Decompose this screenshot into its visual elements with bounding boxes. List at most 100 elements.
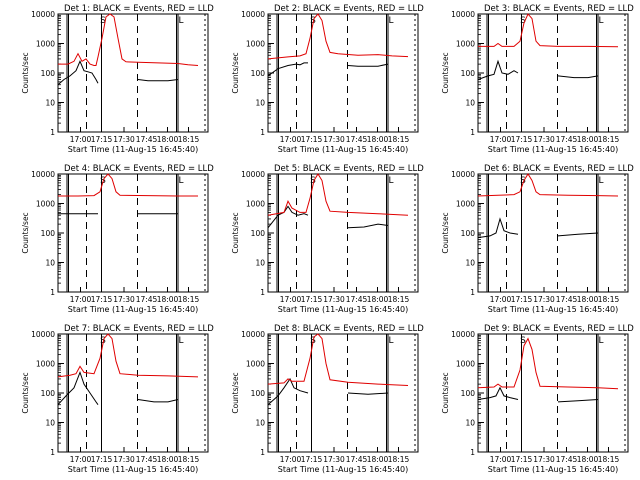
plot-frame: [57, 333, 209, 453]
x-tick-label: 17:30: [323, 295, 345, 304]
plot-frame: [267, 333, 419, 453]
y-tick-label: 10000: [241, 170, 265, 179]
x-axis-label: Start Time (11-Aug-15 16:45:40): [68, 305, 199, 314]
x-tick-label: 17:15: [301, 295, 323, 304]
x-tick-label: 18:15: [388, 295, 410, 304]
y-tick-label: 100: [461, 229, 476, 238]
y-tick-label: 1: [260, 448, 265, 457]
state-marker-l: L: [388, 16, 393, 26]
x-axis-label: Start Time (11-Aug-15 16:45:40): [68, 145, 199, 154]
y-tick-label: 1: [470, 128, 475, 137]
x-tick-label: 17:00: [490, 295, 512, 304]
y-tick-label: 1: [50, 448, 55, 457]
series-lld: [58, 173, 198, 197]
x-tick-label: 17:45: [346, 135, 368, 144]
series-lld: [267, 333, 409, 386]
state-marker-s: S: [520, 336, 526, 346]
panel-title: Det 4: BLACK = Events, RED = LLD: [64, 164, 214, 174]
y-tick-label: 1000: [246, 200, 265, 209]
y-axis-label: Counts/sec: [21, 212, 30, 253]
panel-det-1: Det 1: BLACK = Events, RED = LLD 1 10 100 10…: [21, 4, 214, 154]
x-tick-label: 17:45: [556, 135, 578, 144]
x-tick-label: 17:30: [533, 295, 555, 304]
series-lld: [267, 13, 409, 60]
x-tick-label: 17:30: [323, 455, 345, 464]
plot-frame: [267, 173, 419, 293]
x-tick-label: 17:45: [346, 295, 368, 304]
panel-det-3: Det 3: BLACK = Events, RED = LLD 1 10 100 10…: [441, 4, 634, 154]
y-tick-label: 10: [255, 99, 265, 108]
y-tick-label: 10000: [31, 170, 55, 179]
series-events: [57, 60, 179, 86]
y-tick-label: 10000: [451, 170, 475, 179]
panel-title: Det 2: BLACK = Events, RED = LLD: [274, 4, 424, 14]
y-tick-label: 1: [470, 288, 475, 297]
state-marker-l: L: [388, 176, 393, 186]
y-tick-label: 1: [260, 288, 265, 297]
x-tick-label: 17:15: [91, 135, 113, 144]
x-tick-label: 18:00: [367, 135, 389, 144]
y-tick-label: 10000: [241, 330, 265, 339]
series-events: [267, 62, 389, 77]
x-tick-label: 18:00: [577, 295, 599, 304]
x-tick-label: 18:00: [157, 295, 179, 304]
panel-title: Det 1: BLACK = Events, RED = LLD: [64, 4, 214, 14]
series-lld: [477, 337, 619, 390]
y-tick-label: 100: [41, 69, 56, 78]
x-tick-label: 18:00: [367, 455, 389, 464]
y-tick-label: 10: [465, 259, 475, 268]
x-tick-label: 17:30: [113, 135, 135, 144]
y-tick-label: 10: [45, 99, 55, 108]
plot-frame: [477, 173, 629, 293]
series-events: [477, 386, 599, 403]
state-marker-l: L: [178, 16, 183, 26]
y-axis-label: Counts/sec: [441, 212, 450, 253]
x-axis-label: Start Time (11-Aug-15 16:45:40): [278, 465, 409, 474]
panel-title: Det 7: BLACK = Events, RED = LLD: [64, 324, 214, 334]
series-events: [267, 377, 389, 406]
x-axis-label: Start Time (11-Aug-15 16:45:40): [488, 145, 619, 154]
y-tick-label: 1: [50, 128, 55, 137]
x-tick-label: 17:30: [113, 455, 135, 464]
state-marker-l: L: [178, 176, 183, 186]
y-tick-label: 100: [251, 69, 266, 78]
y-tick-label: 100: [251, 389, 266, 398]
y-tick-label: 1000: [36, 360, 55, 369]
y-tick-label: 100: [461, 389, 476, 398]
panel-title: Det 3: BLACK = Events, RED = LLD: [484, 4, 634, 14]
x-tick-label: 17:45: [556, 455, 578, 464]
state-marker-l: L: [598, 176, 603, 186]
x-tick-label: 17:15: [91, 455, 113, 464]
x-tick-label: 18:15: [388, 455, 410, 464]
x-tick-label: 17:15: [511, 455, 533, 464]
x-tick-label: 18:15: [178, 455, 200, 464]
y-tick-label: 100: [41, 229, 56, 238]
y-tick-label: 1000: [246, 40, 265, 49]
panel-title: Det 6: BLACK = Events, RED = LLD: [484, 164, 634, 174]
x-tick-label: 18:15: [598, 135, 620, 144]
y-tick-label: 1000: [456, 200, 475, 209]
y-tick-label: 10000: [31, 330, 55, 339]
plot-frame: [267, 13, 419, 133]
x-tick-label: 17:30: [323, 135, 345, 144]
y-axis-label: Counts/sec: [441, 372, 450, 413]
state-marker-s: S: [310, 176, 316, 186]
panel-det-2: Det 2: BLACK = Events, RED = LLD 1 10 100 10…: [231, 4, 424, 154]
x-tick-label: 17:15: [511, 135, 533, 144]
series-events: [477, 59, 599, 80]
y-tick-label: 1000: [246, 360, 265, 369]
plot-frame: [477, 13, 629, 133]
x-tick-label: 18:00: [577, 455, 599, 464]
plot-frame: [477, 333, 629, 453]
series-events: [267, 205, 389, 229]
state-marker-s: S: [520, 16, 526, 26]
x-axis-label: Start Time (11-Aug-15 16:45:40): [488, 305, 619, 314]
x-tick-label: 17:45: [346, 455, 368, 464]
y-axis-label: Counts/sec: [441, 52, 450, 93]
series-lld: [478, 13, 619, 48]
panel-title: Det 5: BLACK = Events, RED = LLD: [274, 164, 424, 174]
y-tick-label: 100: [461, 69, 476, 78]
x-tick-label: 17:00: [280, 295, 302, 304]
x-tick-label: 17:00: [70, 295, 92, 304]
